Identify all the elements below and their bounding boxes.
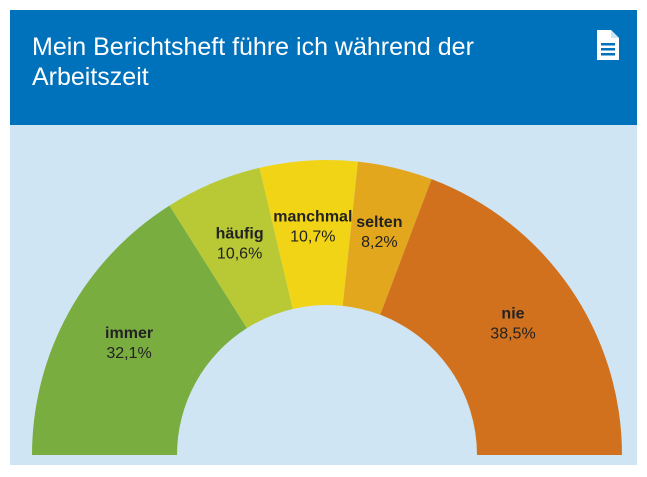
chart-title: Mein Berichtsheft führe ich während der …	[32, 33, 474, 91]
segment	[32, 205, 247, 455]
data-label: 32,1%	[106, 345, 151, 362]
segment-name: häufig	[216, 226, 264, 243]
data-label: 10,7%	[290, 228, 335, 245]
header: Mein Berichtsheft führe ich während der …	[10, 10, 637, 125]
segment-name: selten	[356, 214, 402, 231]
plot-area: immer 32,1% häufig 10,6% manchmal 10,7% selten…	[10, 125, 637, 465]
segment	[342, 161, 432, 315]
data-label: 10,6%	[217, 246, 262, 263]
segment-name: manchmal	[273, 208, 352, 225]
segment	[380, 179, 622, 455]
segment-name: nie	[501, 306, 524, 323]
data-label: 38,5%	[490, 326, 535, 343]
card: Mein Berichtsheft führe ich während der …	[10, 10, 637, 465]
segment	[169, 167, 293, 329]
document-icon[interactable]	[597, 30, 619, 60]
segment	[259, 160, 358, 309]
chart: immer 32,1% häufig 10,6% manchmal 10,7% selten…	[32, 160, 622, 455]
data-label: 8,2%	[361, 234, 397, 251]
segment-name: immer	[105, 325, 153, 342]
